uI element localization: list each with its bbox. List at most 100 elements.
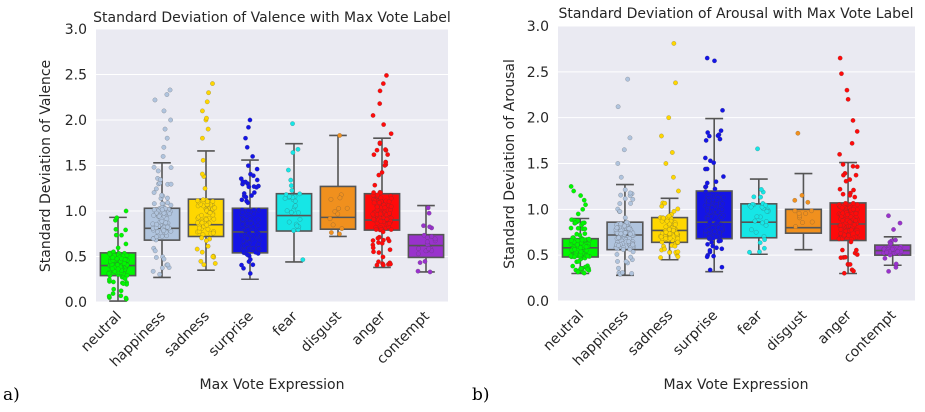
data-point xyxy=(618,231,624,237)
x-tick-label: surprise xyxy=(206,309,257,360)
data-point xyxy=(851,268,856,274)
data-point xyxy=(663,229,669,235)
data-point xyxy=(705,192,711,197)
data-point xyxy=(154,186,159,192)
data-point xyxy=(381,122,386,127)
data-point xyxy=(376,250,382,255)
data-point xyxy=(378,218,384,224)
data-point xyxy=(205,126,211,132)
data-point xyxy=(210,254,216,259)
data-point xyxy=(840,162,846,167)
data-point xyxy=(290,150,296,155)
data-point xyxy=(854,202,860,207)
data-point xyxy=(122,257,128,262)
data-point xyxy=(855,230,860,235)
data-point xyxy=(618,174,624,180)
data-point xyxy=(250,154,255,159)
data-point xyxy=(847,262,853,267)
x-tick-label: sadness xyxy=(625,308,677,360)
data-point xyxy=(416,246,421,251)
data-point xyxy=(107,277,112,282)
data-point xyxy=(617,201,623,206)
data-point xyxy=(578,249,584,255)
chart-title: Standard Deviation of Arousal with Max V… xyxy=(558,6,913,22)
data-point xyxy=(838,222,843,228)
data-point xyxy=(572,247,577,252)
data-point xyxy=(710,243,716,249)
data-point xyxy=(751,194,757,200)
data-point xyxy=(239,197,245,203)
data-point xyxy=(849,141,855,146)
data-point xyxy=(764,219,769,224)
data-point xyxy=(253,249,258,255)
data-point xyxy=(663,161,669,166)
data-point xyxy=(886,269,891,274)
data-point xyxy=(622,147,627,153)
data-point xyxy=(161,145,167,150)
data-point xyxy=(110,291,116,296)
data-point xyxy=(622,230,628,236)
data-point xyxy=(764,209,770,214)
data-point xyxy=(374,147,380,153)
data-point xyxy=(376,240,381,245)
data-point xyxy=(429,234,434,239)
data-point xyxy=(622,223,627,229)
data-point xyxy=(803,211,808,216)
data-point xyxy=(337,231,342,237)
data-point xyxy=(160,265,165,271)
data-point xyxy=(854,247,859,253)
data-point xyxy=(847,219,853,225)
data-point xyxy=(159,234,165,239)
data-point xyxy=(854,252,860,257)
data-point xyxy=(583,244,589,250)
x-tick-label: sadness xyxy=(161,309,213,361)
data-point xyxy=(671,41,677,46)
data-point xyxy=(628,201,633,206)
data-point xyxy=(848,239,854,245)
data-point xyxy=(337,195,343,201)
data-point xyxy=(165,200,170,206)
data-point xyxy=(616,235,621,241)
data-point xyxy=(110,255,116,260)
data-point xyxy=(720,108,725,113)
data-point xyxy=(760,220,765,226)
data-point xyxy=(854,164,860,169)
data-point xyxy=(199,220,205,226)
data-point xyxy=(286,167,291,173)
data-point xyxy=(757,240,763,245)
data-point xyxy=(581,197,587,203)
data-point xyxy=(763,202,768,208)
data-point xyxy=(293,203,298,209)
data-point xyxy=(370,113,376,118)
data-point xyxy=(704,180,710,186)
data-point xyxy=(417,260,423,265)
data-point xyxy=(763,223,769,228)
data-point xyxy=(705,241,710,247)
data-point xyxy=(243,135,248,141)
data-point xyxy=(659,133,664,139)
data-point xyxy=(245,227,251,232)
data-point xyxy=(626,239,632,244)
data-point xyxy=(197,225,202,231)
data-point xyxy=(578,245,583,251)
data-point xyxy=(375,192,380,198)
data-point xyxy=(248,221,254,226)
data-point xyxy=(115,245,121,251)
data-point xyxy=(152,248,158,254)
data-point xyxy=(622,215,628,220)
data-point xyxy=(709,214,714,219)
data-point xyxy=(152,97,158,103)
data-point xyxy=(160,154,166,159)
data-point xyxy=(848,227,854,233)
data-point xyxy=(202,186,208,191)
data-point xyxy=(720,201,725,207)
data-point xyxy=(383,159,388,165)
data-point xyxy=(244,145,250,150)
data-point xyxy=(853,218,858,223)
data-point xyxy=(671,228,676,233)
data-point xyxy=(719,264,725,270)
data-point xyxy=(839,205,845,211)
box-fear xyxy=(740,203,778,239)
y-tick-label: 3.0 xyxy=(65,22,87,38)
data-point xyxy=(754,214,760,219)
